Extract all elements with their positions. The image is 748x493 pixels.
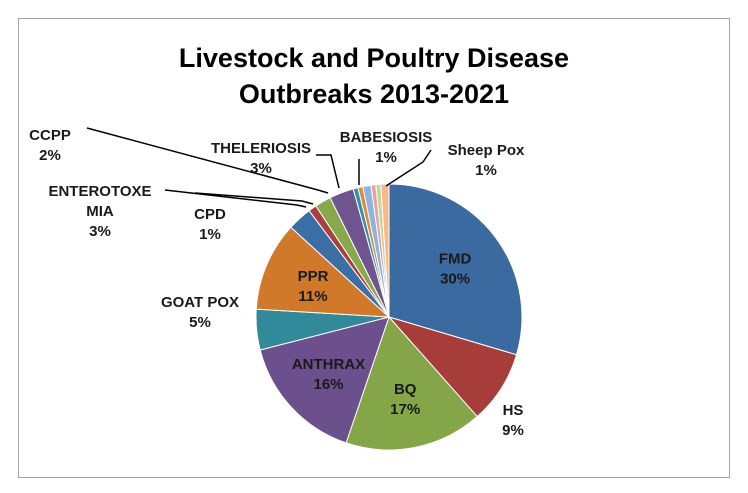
leader-line-theleriosis (316, 154, 340, 189)
leader-line-enterotoxemia (164, 189, 307, 208)
chart-title: Livestock and Poultry Disease Outbreaks … (18, 40, 730, 112)
chart-title-line-1: Livestock and Poultry Disease (178, 43, 570, 73)
leader-line-ccpp (86, 127, 329, 194)
slice-label-theleriosis: THELERIOSIS 3% (211, 140, 311, 177)
slice-label-cpd: CPD 1% (194, 206, 226, 243)
slice-label-ppr: PPR 11% (298, 268, 329, 305)
slice-label-ccpp: CCPP 2% (29, 127, 71, 164)
slice-label-goat-pox: GOAT POX 5% (161, 294, 239, 331)
slice-label-sheep-pox: Sheep Pox 1% (448, 142, 525, 179)
pie-slice-fmd (388, 183, 523, 356)
leader-line-cpd (194, 192, 314, 205)
pie-slice-bq (345, 316, 478, 451)
pie-slice-ppr (255, 226, 391, 318)
slice-label-bq: BQ 17% (390, 381, 420, 418)
leader-lines (86, 127, 432, 208)
slice-label-babesiosis: BABESIOSIS 1% (340, 129, 433, 166)
slice-label-fmd: FMD 30% (439, 251, 472, 288)
chart-title-line-2: Outbreaks 2013-2021 (238, 79, 510, 109)
slice-labels: FMD 30% BQ 17% ANTHRAX 16% PPR 11% HS 9% GOAT POX 5… (29, 127, 525, 439)
slice-label-hs: HS 9% (502, 402, 524, 439)
pie-slice-anthrax (259, 316, 390, 444)
leader-line-sheep-pox (385, 149, 432, 187)
slice-label-enterotoxemia: ENTEROTOXE MIA 3% (48, 183, 151, 240)
slice-label-anthrax: ANTHRAX 16% (292, 356, 365, 393)
pie-slices (255, 183, 523, 451)
